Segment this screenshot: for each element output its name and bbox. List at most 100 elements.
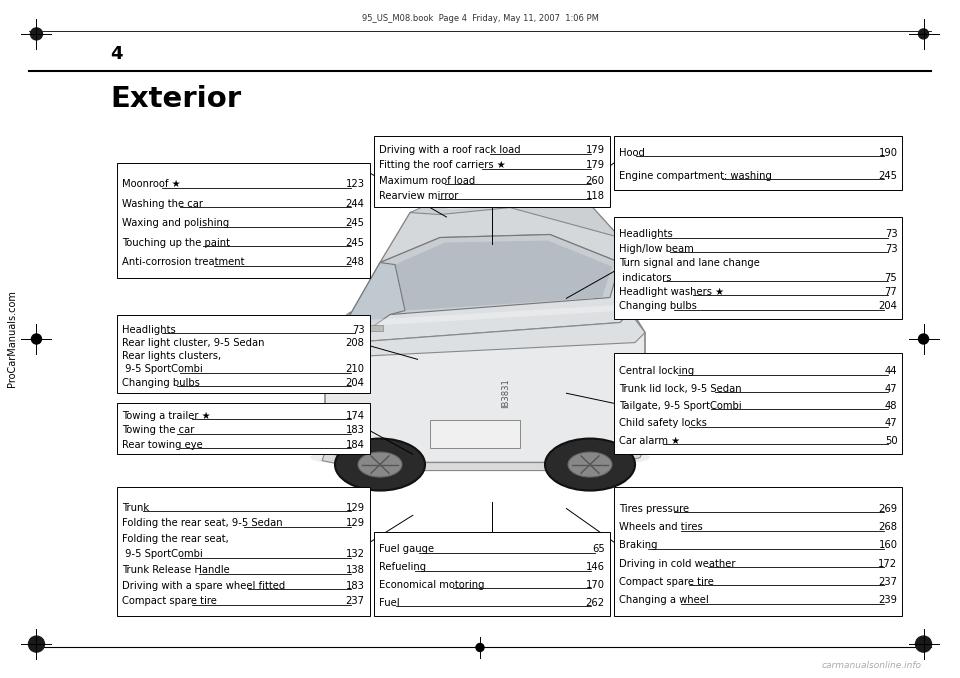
Text: 184: 184 <box>346 439 365 450</box>
Text: 73: 73 <box>885 229 898 239</box>
Text: 237: 237 <box>346 597 365 606</box>
Text: Towing a trailer ★: Towing a trailer ★ <box>122 411 211 420</box>
Text: 44: 44 <box>885 366 898 376</box>
Text: 204: 204 <box>878 302 898 311</box>
Polygon shape <box>410 195 620 237</box>
Text: 123: 123 <box>346 179 365 189</box>
Text: 73: 73 <box>885 244 898 254</box>
Bar <box>117 315 370 393</box>
Text: Rear towing eye: Rear towing eye <box>122 439 203 450</box>
Text: Trunk lid lock, 9-5 Sedan: Trunk lid lock, 9-5 Sedan <box>619 384 742 394</box>
Text: 179: 179 <box>586 161 605 170</box>
Text: 132: 132 <box>346 549 365 559</box>
Text: Tires pressure: Tires pressure <box>619 504 689 514</box>
Text: Anti-corrosion treatment: Anti-corrosion treatment <box>122 258 245 267</box>
Circle shape <box>29 636 44 652</box>
Text: Changing a wheel: Changing a wheel <box>619 595 709 605</box>
Bar <box>430 420 520 447</box>
Text: 269: 269 <box>878 504 898 514</box>
Bar <box>374 532 610 616</box>
Text: 172: 172 <box>878 559 898 569</box>
Bar <box>117 163 370 278</box>
Polygon shape <box>340 304 625 327</box>
Text: Tailgate, 9-5 SportCombi: Tailgate, 9-5 SportCombi <box>619 401 742 411</box>
Text: Folding the rear seat, 9-5 Sedan: Folding the rear seat, 9-5 Sedan <box>122 518 283 528</box>
Polygon shape <box>322 447 645 471</box>
Text: 9-5 SportCombi: 9-5 SportCombi <box>122 549 203 559</box>
Text: Economical motoring: Economical motoring <box>379 580 485 590</box>
Text: 183: 183 <box>346 425 365 435</box>
Text: Touching up the paint: Touching up the paint <box>122 238 230 248</box>
Text: Headlights: Headlights <box>122 325 176 335</box>
Polygon shape <box>325 313 645 357</box>
Ellipse shape <box>358 452 402 477</box>
Text: 174: 174 <box>346 411 365 420</box>
Polygon shape <box>325 334 348 363</box>
Text: 245: 245 <box>346 218 365 228</box>
Text: Exterior: Exterior <box>110 85 242 113</box>
Polygon shape <box>340 235 630 342</box>
Text: Towing the car: Towing the car <box>122 425 195 435</box>
Text: 179: 179 <box>586 145 605 155</box>
Text: 239: 239 <box>878 595 898 605</box>
Text: Headlight washers ★: Headlight washers ★ <box>619 287 725 297</box>
Text: 146: 146 <box>586 562 605 572</box>
Text: 245: 245 <box>346 238 365 248</box>
Text: High/low beam: High/low beam <box>619 244 694 254</box>
Bar <box>614 217 902 319</box>
Polygon shape <box>380 235 620 315</box>
Text: Moonroof ★: Moonroof ★ <box>122 179 180 189</box>
Text: Turn signal and lane change: Turn signal and lane change <box>619 258 760 268</box>
Text: 47: 47 <box>885 384 898 394</box>
Text: Waxing and polishing: Waxing and polishing <box>122 218 229 228</box>
Text: 138: 138 <box>346 565 365 575</box>
Bar <box>117 403 370 454</box>
Text: 208: 208 <box>346 338 365 348</box>
Polygon shape <box>340 262 405 342</box>
Text: Fuel: Fuel <box>379 597 400 607</box>
Text: 50: 50 <box>885 435 898 445</box>
Text: Fuel gauge: Fuel gauge <box>379 544 435 555</box>
Text: Central locking: Central locking <box>619 366 695 376</box>
Text: 160: 160 <box>878 540 898 551</box>
Text: Rearview mirror: Rearview mirror <box>379 191 459 201</box>
Text: Car alarm ★: Car alarm ★ <box>619 435 681 445</box>
Circle shape <box>31 28 42 40</box>
Circle shape <box>919 29 928 39</box>
Text: 129: 129 <box>346 518 365 528</box>
Text: Wheels and tires: Wheels and tires <box>619 522 703 532</box>
Ellipse shape <box>568 452 612 477</box>
Bar <box>614 136 902 190</box>
Text: Driving with a roof rack load: Driving with a roof rack load <box>379 145 521 155</box>
Text: Changing bulbs: Changing bulbs <box>619 302 697 311</box>
Ellipse shape <box>545 439 635 491</box>
Text: Compact spare tire: Compact spare tire <box>619 577 714 586</box>
Text: 129: 129 <box>346 502 365 513</box>
Bar <box>374 136 610 207</box>
Text: Folding the rear seat,: Folding the rear seat, <box>122 534 228 544</box>
Circle shape <box>32 334 41 344</box>
Text: 262: 262 <box>586 597 605 607</box>
Text: 47: 47 <box>885 418 898 428</box>
Text: Refueling: Refueling <box>379 562 426 572</box>
Text: 4: 4 <box>110 45 123 63</box>
Text: Trunk: Trunk <box>122 502 149 513</box>
Text: 190: 190 <box>878 148 898 157</box>
Polygon shape <box>430 197 520 210</box>
Text: Driving with a spare wheel fitted: Driving with a spare wheel fitted <box>122 581 285 591</box>
Text: Rear light cluster, 9-5 Sedan: Rear light cluster, 9-5 Sedan <box>122 338 265 348</box>
Text: 248: 248 <box>346 258 365 267</box>
Text: Hood: Hood <box>619 148 645 157</box>
Polygon shape <box>380 195 620 262</box>
Text: 75: 75 <box>885 273 898 283</box>
Text: carmanualsonline.info: carmanualsonline.info <box>822 661 922 671</box>
Text: 95_US_M08.book  Page 4  Friday, May 11, 2007  1:06 PM: 95_US_M08.book Page 4 Friday, May 11, 20… <box>362 14 598 24</box>
Text: Driving in cold weather: Driving in cold weather <box>619 559 736 569</box>
Text: IB3831: IB3831 <box>501 378 511 408</box>
Text: Changing bulbs: Changing bulbs <box>122 378 200 388</box>
Circle shape <box>916 636 931 652</box>
Circle shape <box>476 643 484 652</box>
Text: Braking: Braking <box>619 540 658 551</box>
Text: Rear lights clusters,: Rear lights clusters, <box>122 351 221 361</box>
Text: Fitting the roof carriers ★: Fitting the roof carriers ★ <box>379 161 506 170</box>
